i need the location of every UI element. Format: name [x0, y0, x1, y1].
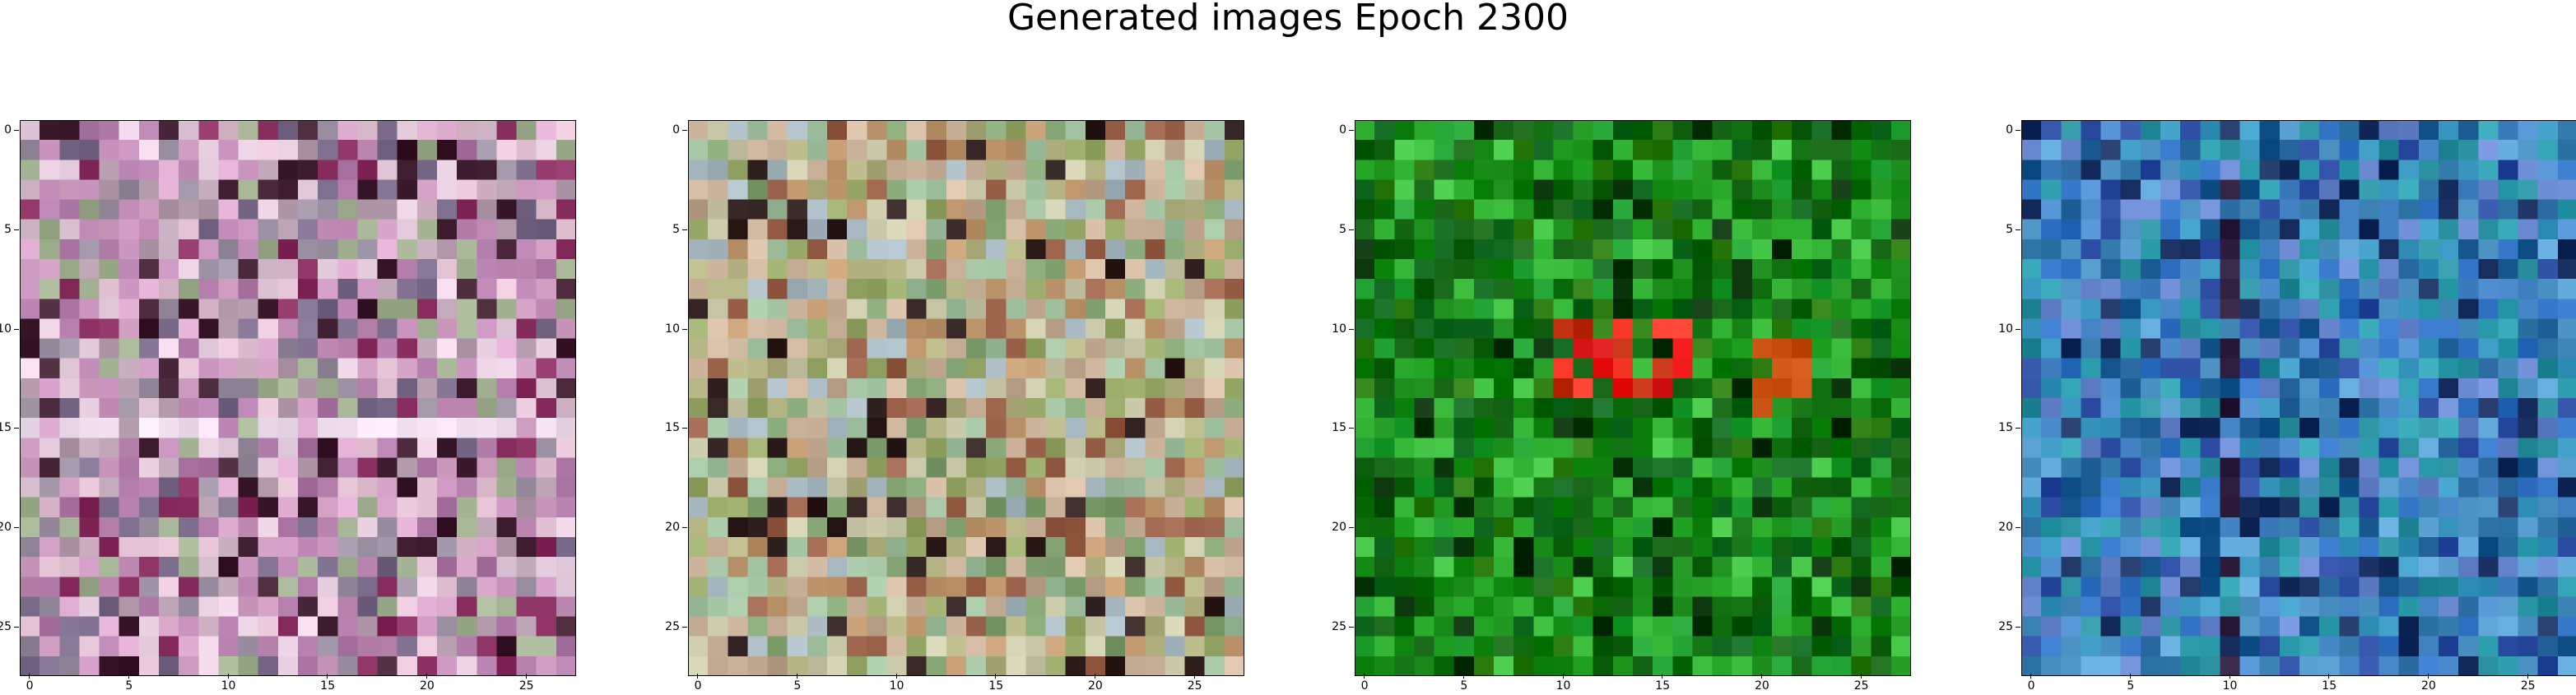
- y-tick-label: 0: [1993, 123, 2020, 137]
- generated-image-2: [688, 120, 1244, 676]
- x-tick-label: 20: [2412, 674, 2445, 693]
- y-tick-label: 20: [1993, 521, 2020, 534]
- y-tick-label: 20: [0, 521, 19, 534]
- x-tick-label: 0: [13, 674, 46, 693]
- y-tick-label: 0: [0, 123, 19, 137]
- y-tick-label: 15: [1993, 421, 2020, 434]
- y-tick-label: 15: [660, 421, 687, 434]
- generated-image-1: [20, 120, 576, 676]
- y-tick-label: 15: [1327, 421, 1354, 434]
- y-tick-label: 0: [660, 123, 687, 137]
- x-tick-label: 10: [2214, 674, 2247, 693]
- y-tick-label: 20: [660, 521, 687, 534]
- y-tick-label: 5: [660, 223, 687, 236]
- x-tick-label: 15: [2313, 674, 2346, 693]
- x-tick-label: 20: [411, 674, 444, 693]
- y-tick-label: 5: [1993, 223, 2020, 236]
- x-tick-label: 5: [113, 674, 146, 693]
- y-tick-label: 5: [1327, 223, 1354, 236]
- y-tick-label: 10: [660, 322, 687, 336]
- image-panel-3: 0 0 5 5 10 10 15 15 20 20 25 25: [1332, 120, 1911, 693]
- x-tick-label: 10: [881, 674, 914, 693]
- x-tick-label: 0: [2015, 674, 2048, 693]
- y-tick-label: 15: [0, 421, 19, 434]
- image-panel-4: 0 0 5 5 10 10 15 15 20 20 25 25: [1998, 120, 2576, 693]
- x-tick-label: 20: [1746, 674, 1779, 693]
- x-tick-label: 15: [311, 674, 344, 693]
- y-tick-label: 25: [1327, 620, 1354, 633]
- y-tick-label: 25: [0, 620, 19, 633]
- image-panel-2: 0 0 5 5 10 10 15 15 20 20 25 25: [665, 120, 1244, 693]
- y-tick-label: 0: [1327, 123, 1354, 137]
- x-tick-label: 5: [1448, 674, 1481, 693]
- x-tick-label: 15: [1646, 674, 1679, 693]
- x-tick-label: 10: [212, 674, 245, 693]
- y-tick-label: 20: [1327, 521, 1354, 534]
- generated-image-3: [1355, 120, 1911, 676]
- figure-title: Generated images Epoch 2300: [1007, 0, 1569, 39]
- x-tick-label: 10: [1547, 674, 1580, 693]
- x-tick-label: 25: [2512, 674, 2545, 693]
- x-tick-label: 0: [1348, 674, 1381, 693]
- y-tick-label: 5: [0, 223, 19, 236]
- generated-image-4: [2021, 120, 2576, 676]
- y-tick-label: 25: [660, 620, 687, 633]
- x-tick-label: 25: [510, 674, 543, 693]
- x-tick-label: 5: [781, 674, 814, 693]
- image-panel-1: 0 0 5 5 10 10 15 15 20 20 25 25: [0, 120, 576, 693]
- x-tick-label: 25: [1845, 674, 1878, 693]
- x-tick-label: 5: [2114, 674, 2147, 693]
- x-tick-label: 20: [1079, 674, 1112, 693]
- y-tick-label: 10: [1993, 322, 2020, 336]
- x-tick-label: 15: [979, 674, 1012, 693]
- y-tick-label: 10: [1327, 322, 1354, 336]
- x-tick-label: 0: [681, 674, 714, 693]
- y-tick-label: 10: [0, 322, 19, 336]
- y-tick-label: 25: [1993, 620, 2020, 633]
- x-tick-label: 25: [1179, 674, 1211, 693]
